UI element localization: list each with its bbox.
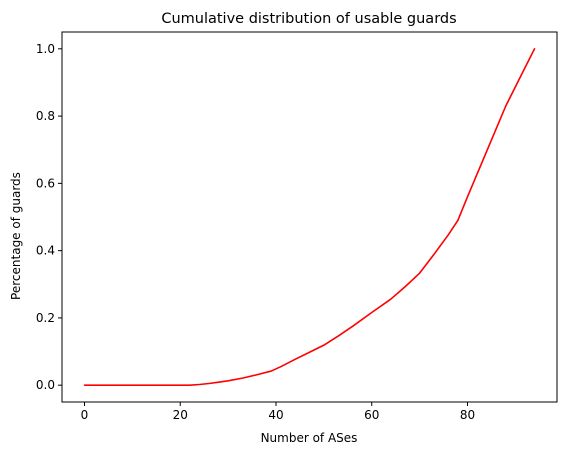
x-axis-ticks: 0 20 40 60 80	[81, 402, 475, 422]
y-axis-ticks: 0.0 0.2 0.4 0.6 0.8 1.0	[36, 42, 62, 392]
x-tick-label: 80	[460, 408, 475, 422]
y-axis-label: Percentage of guards	[9, 172, 23, 300]
series-line-0	[83, 48, 536, 386]
y-tick-label: 0.6	[36, 176, 55, 190]
chart-title: Cumulative distribution of usable guards	[161, 11, 456, 27]
y-tick-label: 0.2	[36, 311, 55, 325]
series-layer	[83, 48, 536, 386]
y-tick-label: 0.0	[36, 378, 55, 392]
plot-area	[62, 32, 557, 402]
x-tick-label: 40	[268, 408, 283, 422]
y-tick-label: 0.4	[36, 244, 55, 258]
x-axis-label: Number of ASes	[261, 431, 358, 445]
y-tick-label: 1.0	[36, 42, 55, 56]
x-tick-label: 60	[364, 408, 379, 422]
x-tick-label: 20	[173, 408, 188, 422]
plot-frame	[61, 31, 558, 403]
y-tick-label: 0.8	[36, 109, 55, 123]
x-tick-label: 0	[81, 408, 89, 422]
